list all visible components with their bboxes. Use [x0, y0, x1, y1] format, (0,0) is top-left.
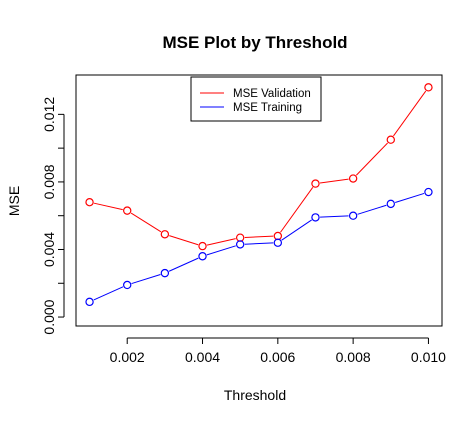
series-line-segment	[357, 204, 387, 215]
chart-title: MSE Plot by Threshold	[162, 33, 347, 52]
data-point	[386, 199, 395, 209]
data-point	[348, 211, 358, 220]
series-training	[85, 187, 433, 307]
y-tick-label: 0.008	[41, 164, 57, 199]
series-line-segment	[320, 215, 349, 218]
data-point	[85, 197, 94, 207]
series-line-segment	[319, 178, 349, 184]
data-point	[273, 238, 283, 247]
series-line-segment	[355, 142, 388, 176]
series-line-segment	[130, 212, 162, 233]
legend-label: MSE Validation	[233, 88, 311, 100]
y-tick-label: 0.004	[41, 232, 57, 267]
data-point	[123, 280, 132, 290]
x-tick-label: 0.006	[260, 349, 295, 365]
data-point	[424, 187, 433, 197]
series-line-segment	[131, 274, 161, 285]
series-line-segment	[280, 187, 314, 233]
series-line-segment	[206, 245, 236, 256]
x-tick-label: 0.008	[336, 349, 371, 365]
y-tick-label: 0.000	[41, 299, 57, 334]
series-line-segment	[93, 286, 124, 301]
series-line-segment	[244, 242, 274, 245]
y-axis: 0.000 0.004 0.008 0.012	[41, 97, 65, 335]
series-line-segment	[244, 235, 274, 238]
series-line-segment	[395, 192, 425, 203]
x-tick-label: 0.002	[110, 349, 145, 365]
legend: MSE Validation MSE Training	[190, 76, 322, 122]
data-point	[311, 213, 320, 222]
data-point	[311, 179, 320, 188]
legend-label: MSE Training	[233, 102, 302, 114]
data-point	[273, 231, 283, 241]
plot-frame	[75, 74, 443, 327]
data-point	[424, 83, 433, 92]
series-line-segment	[168, 257, 199, 272]
y-tick-label: 0.012	[41, 97, 57, 132]
data-point	[198, 252, 207, 261]
x-tick-label: 0.010	[411, 349, 446, 365]
series-line-segment	[206, 238, 236, 246]
data-point	[348, 174, 358, 183]
data-point	[160, 268, 170, 278]
series-line-segment	[93, 202, 123, 211]
series-line-segment	[169, 235, 199, 246]
data-point	[235, 233, 245, 242]
y-axis-label: MSE	[6, 186, 22, 216]
x-tick-label: 0.004	[185, 349, 220, 365]
data-point	[198, 241, 207, 251]
x-axis-label: Threshold	[224, 387, 286, 403]
series-layer	[85, 83, 433, 307]
series-line-segment	[281, 219, 312, 241]
legend-box	[190, 76, 322, 122]
data-point	[235, 240, 245, 249]
series-line-segment	[393, 90, 427, 137]
data-point	[123, 206, 132, 215]
data-point	[386, 135, 395, 144]
series-validation	[85, 83, 433, 251]
data-point	[85, 297, 94, 307]
x-axis: 0.002 0.004 0.006 0.008 0.010	[110, 337, 446, 365]
data-point	[160, 230, 170, 239]
